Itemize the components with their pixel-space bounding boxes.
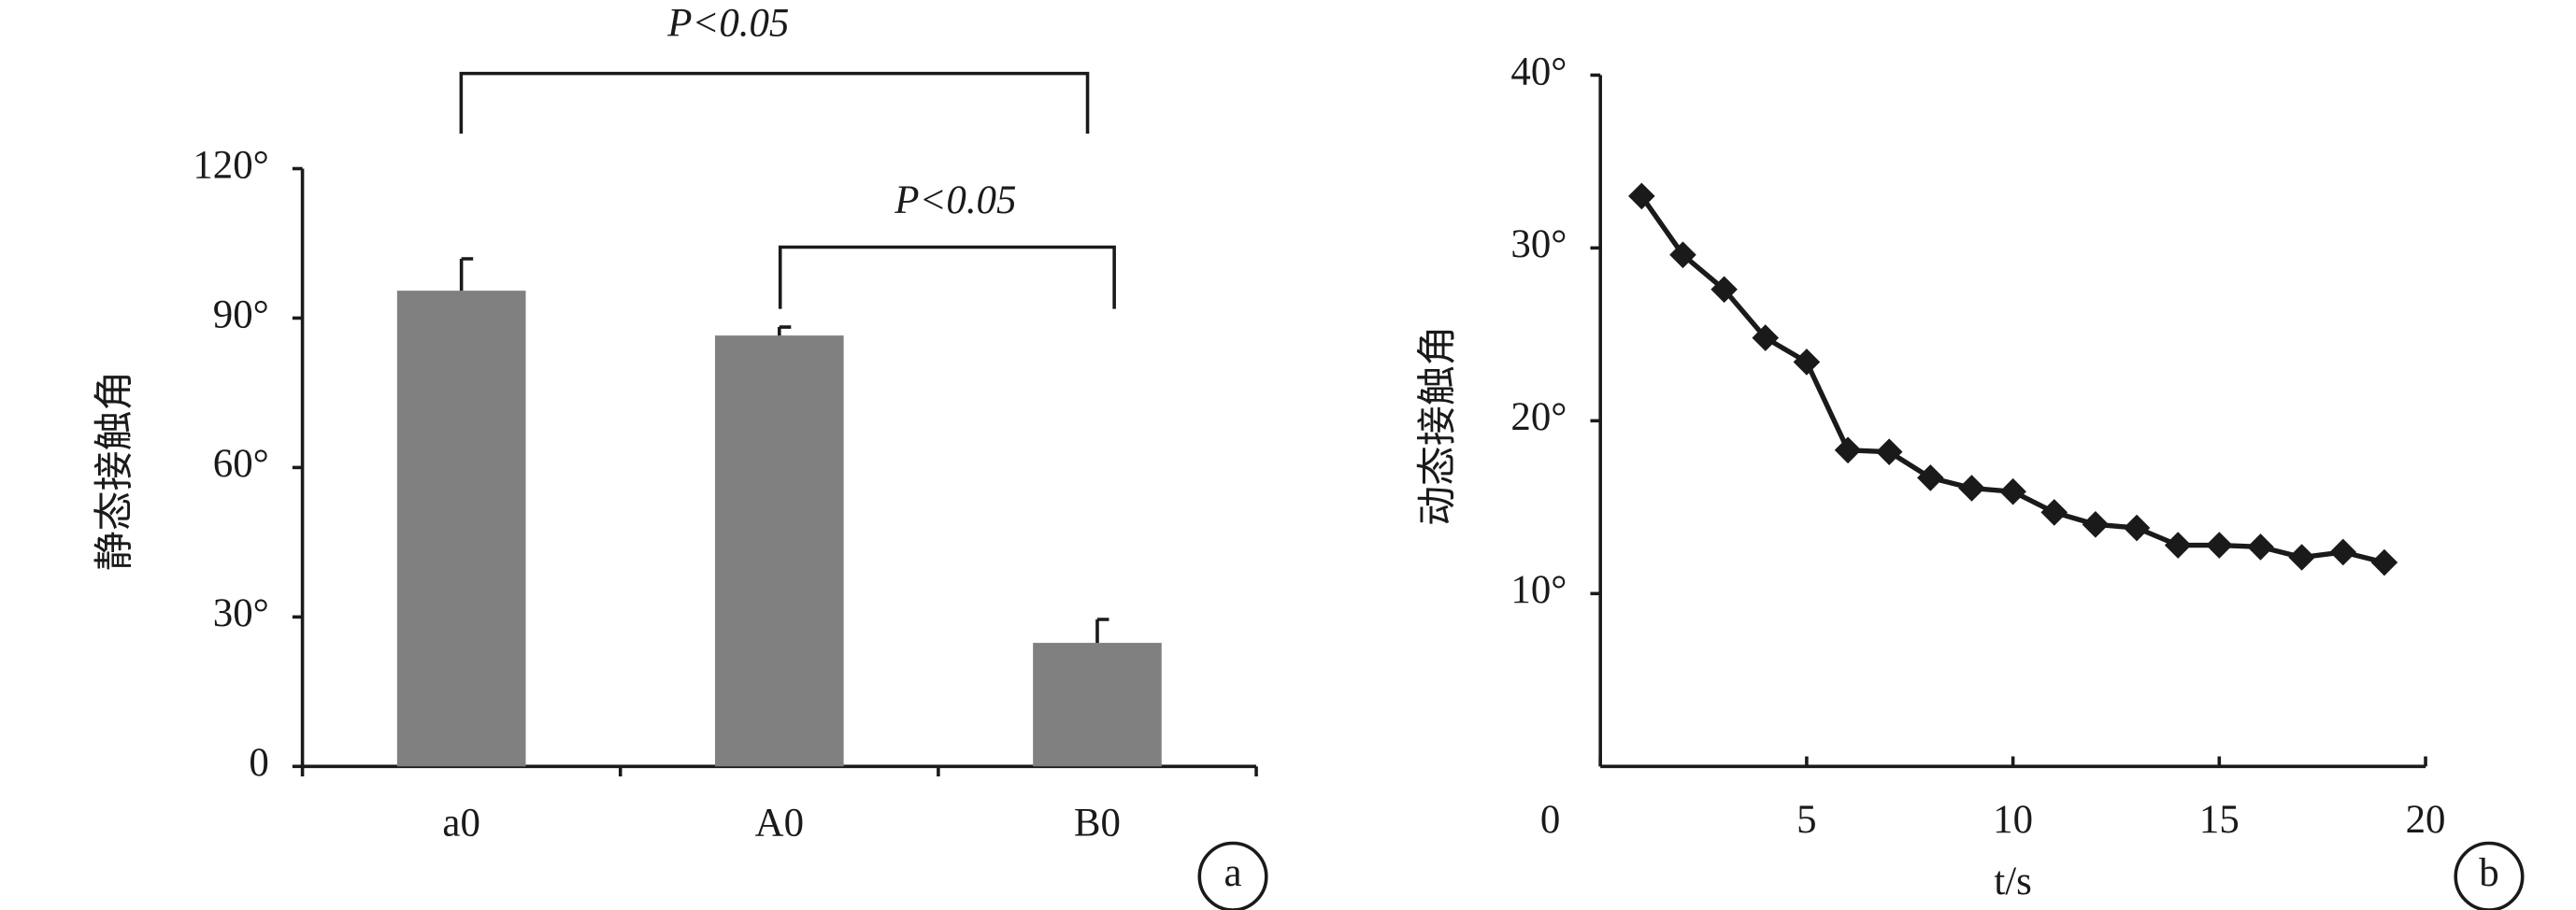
x-tick-label: 5 — [1796, 798, 1816, 842]
y-tick-label: 90° — [213, 292, 269, 336]
marker — [1917, 464, 1944, 491]
marker — [2329, 538, 2357, 566]
marker — [2082, 511, 2110, 538]
annotation: P<0.05 — [666, 1, 789, 45]
error-bar — [778, 325, 792, 336]
error-bar — [459, 257, 474, 291]
marker — [2370, 548, 2398, 576]
x-tick-label: B0 — [1074, 801, 1121, 845]
x-tick-label: 15 — [2199, 798, 2240, 842]
data-line — [1639, 194, 2385, 565]
bar — [1033, 643, 1162, 767]
marker — [1875, 438, 1903, 465]
marker — [1834, 436, 1862, 464]
marker — [1999, 477, 2026, 505]
y-tick-label: 20° — [1510, 395, 1567, 439]
marker — [2206, 532, 2233, 559]
x-tick-label: 20 — [2406, 798, 2446, 842]
bracket — [778, 245, 1116, 309]
x-tick-label: A0 — [755, 801, 804, 845]
bar — [396, 291, 526, 767]
y-tick-label: 120° — [193, 143, 268, 187]
panel-a-bracket-2 — [778, 245, 1116, 309]
marker — [2164, 532, 2192, 559]
panel-badge — [1197, 841, 1268, 910]
y-tick-label: 0 — [249, 741, 268, 785]
marker — [2040, 499, 2068, 526]
marker — [2247, 533, 2274, 561]
y-tick-label: 40° — [1510, 50, 1567, 93]
panel-badge — [2454, 841, 2525, 910]
marker — [1793, 348, 1821, 376]
panel-label: b — [2479, 851, 2498, 895]
marker — [2288, 544, 2315, 571]
marker — [1710, 276, 1738, 304]
marker — [2123, 514, 2151, 542]
bracket — [459, 71, 1090, 134]
y-tick-label: 30° — [213, 591, 269, 635]
x-axis-label: t/s — [1994, 860, 2032, 903]
annotation: P<0.05 — [894, 178, 1016, 222]
marker — [1958, 475, 1985, 502]
marker — [1752, 324, 1780, 351]
y-tick-label: 10° — [1510, 568, 1567, 612]
panel-a-bracket-1 — [459, 71, 1090, 134]
y-tick-label: 60° — [213, 442, 269, 486]
y-tick-label: 30° — [1510, 222, 1567, 266]
error-bar — [1095, 618, 1109, 644]
x-tick-label: a0 — [442, 801, 479, 845]
marker — [1628, 182, 1655, 210]
x-tick-label: 10 — [1993, 798, 2033, 842]
y-axis-label: 静态接触角 — [92, 371, 138, 571]
y-axis-label: 动态接触角 — [1414, 326, 1461, 526]
bar — [715, 335, 844, 767]
x-tick-label: 0 — [1540, 798, 1560, 842]
panel-label: a — [1224, 851, 1242, 895]
